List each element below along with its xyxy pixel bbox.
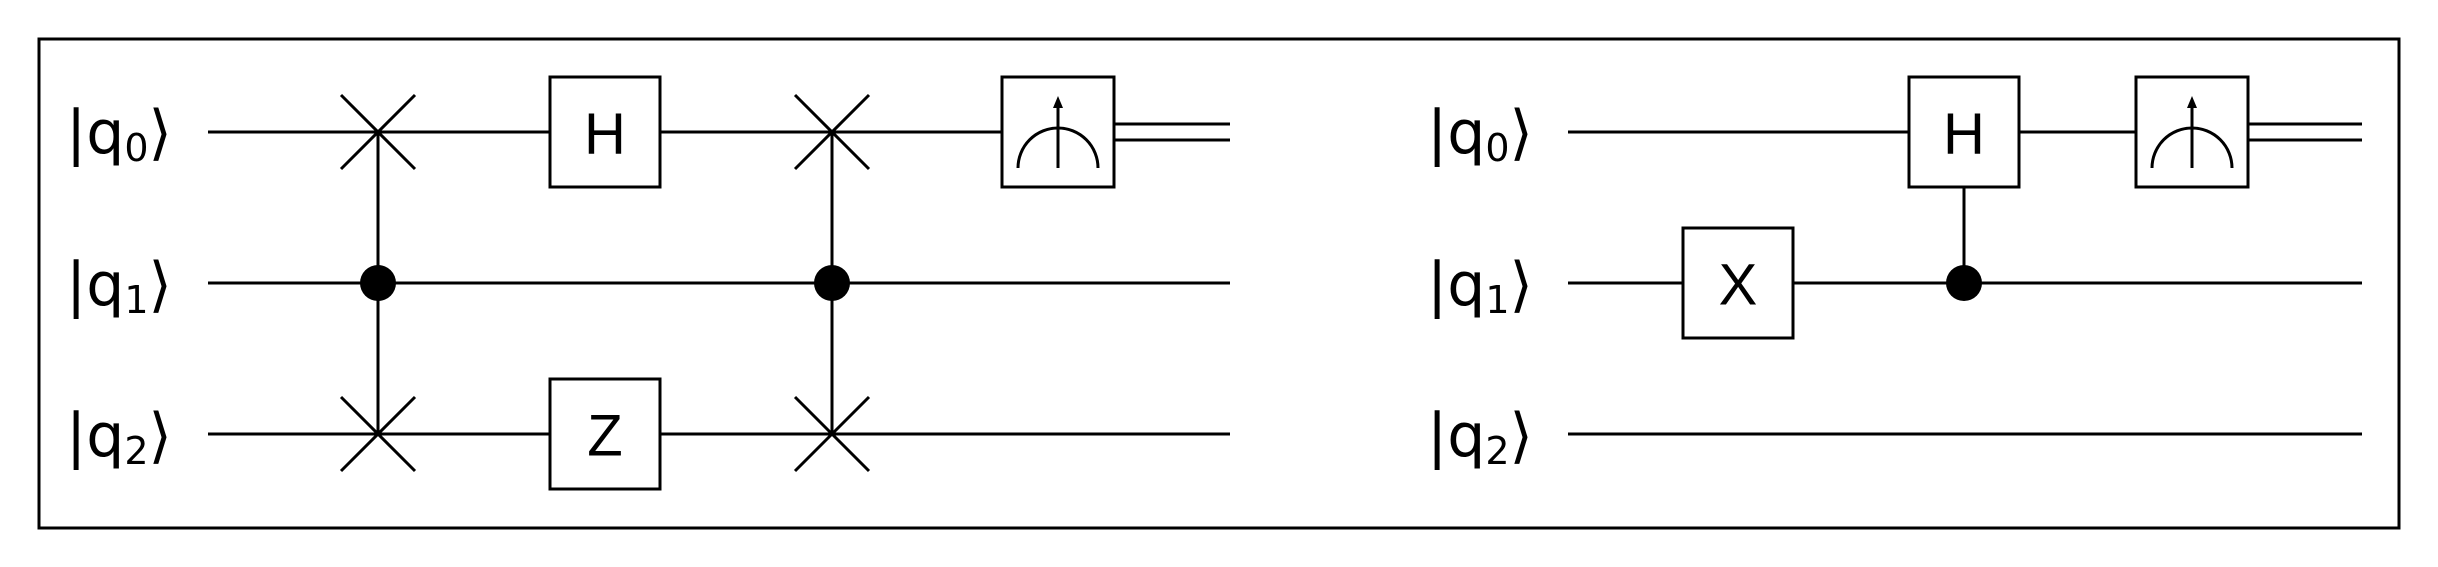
- swap-x-icon: [339, 93, 417, 171]
- swap-x-icon: [339, 395, 417, 473]
- left-h-gate-label: H: [584, 102, 626, 167]
- right-qubit-1-label: |q1⟩: [1427, 250, 1533, 322]
- controlled-swap-1: [339, 93, 417, 473]
- left-qubit-0-label: |q0⟩: [66, 98, 172, 170]
- left-z-gate-label: Z: [587, 404, 622, 469]
- left-measurement-icon: [1000, 75, 1116, 189]
- right-measurement-icon: [2134, 75, 2250, 189]
- control-dot: [360, 265, 396, 301]
- left-circuit: |q0⟩ |q1⟩ |q2⟩ H: [66, 75, 1230, 491]
- control-dot: [814, 265, 850, 301]
- right-circuit: |q0⟩ |q1⟩ |q2⟩ X H: [1427, 75, 2362, 473]
- swap-x-icon: [793, 93, 871, 171]
- right-x-gate-label: X: [1719, 253, 1758, 318]
- controlled-swap-2: [793, 93, 871, 473]
- right-qubit-0-label: |q0⟩: [1427, 98, 1533, 170]
- left-qubit-1-label: |q1⟩: [66, 250, 172, 322]
- left-h-gate: H: [548, 75, 662, 189]
- right-x-gate: X: [1681, 226, 1795, 340]
- control-dot: [1946, 265, 1982, 301]
- swap-x-icon: [793, 395, 871, 473]
- right-qubit-2-label: |q2⟩: [1427, 401, 1533, 473]
- right-h-gate-label: H: [1943, 102, 1985, 167]
- left-qubit-2-label: |q2⟩: [66, 401, 172, 473]
- left-z-gate: Z: [548, 377, 662, 491]
- right-controlled-h-gate: H: [1907, 75, 2021, 301]
- diagram-frame: [37, 37, 2401, 530]
